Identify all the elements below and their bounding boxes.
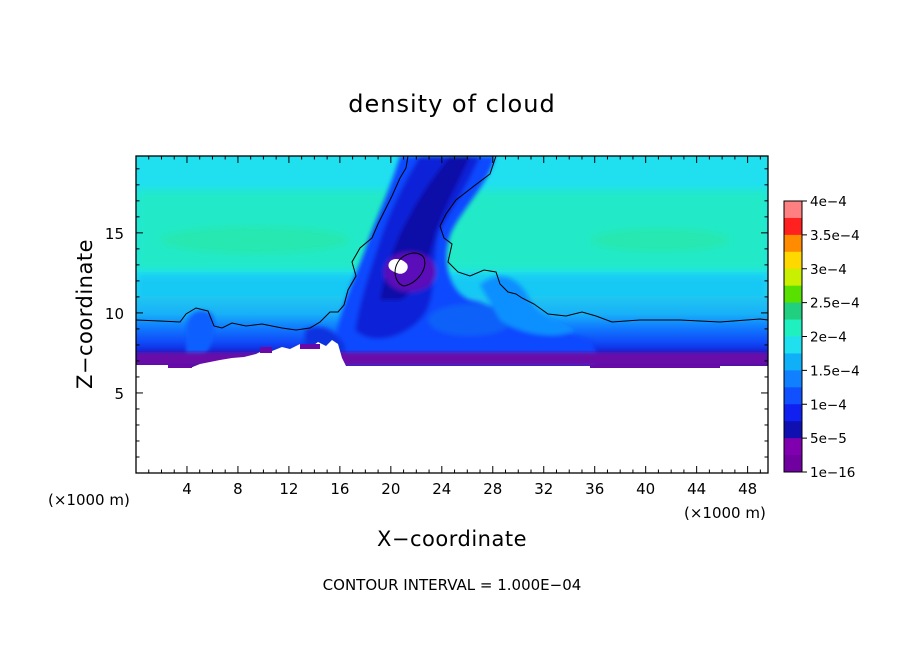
colorbar-label: 1.5e−4: [810, 363, 860, 379]
heatmap-field: [136, 156, 768, 473]
plot-frame: [135, 155, 769, 474]
colorbar-label: 1e−4: [810, 397, 847, 413]
z-axis: 5 10 15: [105, 168, 768, 458]
x-axis: 4 8 12 16 20 24 28 32 36 40 44 48: [148, 156, 761, 498]
x-tick-label: 16: [330, 480, 349, 498]
colorbar-swatch: [784, 217, 802, 236]
colorbar-swatch: [784, 421, 802, 439]
z-axis-label: Z−coordinate: [73, 239, 97, 389]
colorbar-swatch: [784, 201, 802, 219]
x-tick-label: 28: [483, 480, 502, 498]
colorbar-swatch: [784, 268, 802, 287]
colorbar-swatch: [784, 353, 802, 371]
colorbar-label: 3e−4: [810, 262, 847, 278]
x-tick-label: 40: [636, 480, 655, 498]
colorbar-label: 3.5e−4: [810, 228, 860, 244]
x-tick-label: 44: [687, 480, 706, 498]
colorbar-label: 4e−4: [810, 194, 847, 210]
chart-title: density of cloud: [348, 90, 555, 118]
x-unit-label: (×1000 m): [48, 491, 130, 509]
colorbar-swatch: [784, 302, 802, 321]
colorbar-label: 2e−4: [810, 330, 847, 346]
z-unit-label: (×1000 m): [684, 504, 766, 522]
contour-interval-label: CONTOUR INTERVAL = 1.000E−04: [323, 576, 582, 594]
x-tick-label: 36: [585, 480, 604, 498]
colorbar-label: 2.5e−4: [810, 296, 860, 312]
colorbar-label: 5e−5: [810, 431, 847, 447]
colorbar-swatch: [784, 251, 802, 270]
colorbar-swatch: [784, 336, 802, 354]
z-tick-label: 5: [114, 385, 124, 403]
colorbar-swatch: [784, 234, 802, 253]
x-tick-label: 24: [432, 480, 451, 498]
colorbar-swatch: [784, 285, 802, 304]
contour-line-inner: [394, 252, 426, 287]
z-tick-label: 15: [105, 225, 124, 243]
colorbar-swatch: [784, 387, 802, 405]
x-tick-label: 32: [534, 480, 553, 498]
x-tick-label: 4: [182, 480, 192, 498]
colorbar-swatch: [784, 319, 802, 337]
x-tick-label: 12: [279, 480, 298, 498]
contour-line: [135, 155, 769, 331]
z-tick-label: 10: [105, 305, 124, 323]
colorbar-swatch: [784, 438, 802, 456]
x-tick-label: 48: [738, 480, 757, 498]
colorbar-label: 1e−16: [810, 465, 855, 481]
colorbar: 4e−4 3.5e−4 3e−4 2.5e−4 2e−4 1.5e−4 1e−4 5e−5 1e…: [783, 194, 860, 481]
colorbar-swatch: [784, 404, 802, 422]
x-tick-label: 8: [233, 480, 243, 498]
colorbar-swatch: [784, 370, 802, 388]
x-axis-label: X−coordinate: [377, 527, 527, 551]
x-tick-label: 20: [381, 480, 400, 498]
colorbar-swatch: [784, 455, 802, 473]
